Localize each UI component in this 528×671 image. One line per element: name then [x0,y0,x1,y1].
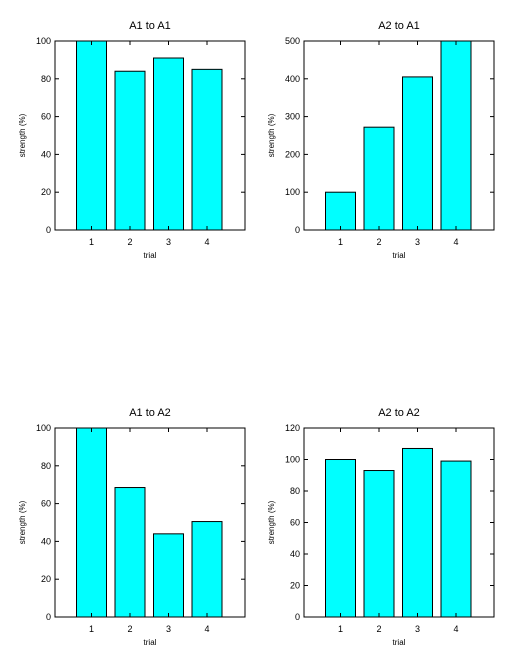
x-tick-label: 1 [89,624,94,634]
bar-trial-3 [402,76,433,231]
y-tick-label: 100 [36,423,51,433]
y-tick-label: 80 [41,74,51,84]
y-tick-label: 0 [295,612,300,622]
plot-frame [303,40,495,231]
x-tick-label: 3 [166,237,171,247]
bar-trial-3 [402,447,433,618]
bar-trial-1 [76,40,107,231]
y-tick-label: 100 [36,36,51,46]
x-tick-label: 2 [376,624,381,634]
x-tick-label: 2 [127,624,132,634]
chart-title: A1 to A2 [129,407,171,419]
x-tick-label: 4 [204,624,209,634]
y-tick-label: 60 [41,112,51,122]
x-tick-label: 4 [453,237,458,247]
x-axis-label: trial [144,251,157,260]
bar-trial-1 [325,191,356,231]
y-axis-label: strength (%) [267,113,276,157]
x-tick-label: 4 [204,237,209,247]
x-tick-label: 3 [415,624,420,634]
y-axis-label: strength (%) [267,500,276,544]
y-tick-label: 0 [46,612,51,622]
y-tick-label: 0 [295,225,300,235]
plot-frame [54,40,246,231]
y-tick-label: 20 [41,187,51,197]
y-tick-label: 120 [285,423,300,433]
chart-title: A2 to A2 [378,407,420,419]
x-tick-label: 3 [166,624,171,634]
bar-trial-1 [325,459,356,618]
y-tick-label: 0 [46,225,51,235]
y-tick-label: 60 [41,499,51,509]
chart-panel-4: A2 to A2 0 20 40 60 80 100 120 1 2 3 4 trial strength… [267,407,495,647]
x-tick-label: 1 [89,237,94,247]
bar-trial-4 [440,40,472,231]
y-tick-label: 20 [290,581,300,591]
x-axis-label: trial [393,638,406,647]
y-tick-label: 100 [285,455,300,465]
bar-trial-2 [114,487,146,618]
x-tick-label: 3 [415,237,420,247]
y-tick-label: 100 [285,187,300,197]
y-axis-label: strength (%) [18,113,27,157]
x-tick-label: 2 [127,237,132,247]
chart-panel-3: A1 to A2 0 20 40 60 80 100 1 2 3 4 trial strength (%… [18,407,246,647]
bar-trial-1 [76,427,107,618]
bar-trial-4 [191,521,223,618]
y-tick-label: 40 [290,549,300,559]
chart-panel-2: A2 to A1 0 100 200 300 400 500 1 2 3 4 trial strengt… [267,20,495,260]
y-tick-label: 500 [285,36,300,46]
bar-trial-3 [153,57,184,231]
bar-trial-3 [153,533,184,618]
bar-trial-2 [363,126,395,231]
y-tick-label: 40 [41,536,51,546]
x-tick-label: 4 [453,624,458,634]
x-tick-label: 1 [338,624,343,634]
bar-trial-2 [363,470,395,618]
y-tick-label: 200 [285,149,300,159]
chart-title: A1 to A1 [129,20,171,32]
y-axis-label: strength (%) [18,500,27,544]
bar-trial-4 [440,460,472,618]
bar-trial-2 [114,70,146,231]
x-tick-label: 1 [338,237,343,247]
bar-trial-4 [191,68,223,231]
x-axis-label: trial [393,251,406,260]
y-tick-label: 80 [290,486,300,496]
y-tick-label: 40 [41,149,51,159]
chart-title: A2 to A1 [378,20,420,32]
chart-panel-1: A1 to A1 0 20 40 60 80 100 1 2 3 4 trial strength (%… [18,20,246,260]
y-tick-label: 400 [285,74,300,84]
y-tick-label: 60 [290,518,300,528]
y-tick-label: 300 [285,112,300,122]
x-axis-label: trial [144,638,157,647]
y-tick-label: 20 [41,574,51,584]
y-tick-label: 80 [41,461,51,471]
plot-frame [54,427,246,618]
x-tick-label: 2 [376,237,381,247]
